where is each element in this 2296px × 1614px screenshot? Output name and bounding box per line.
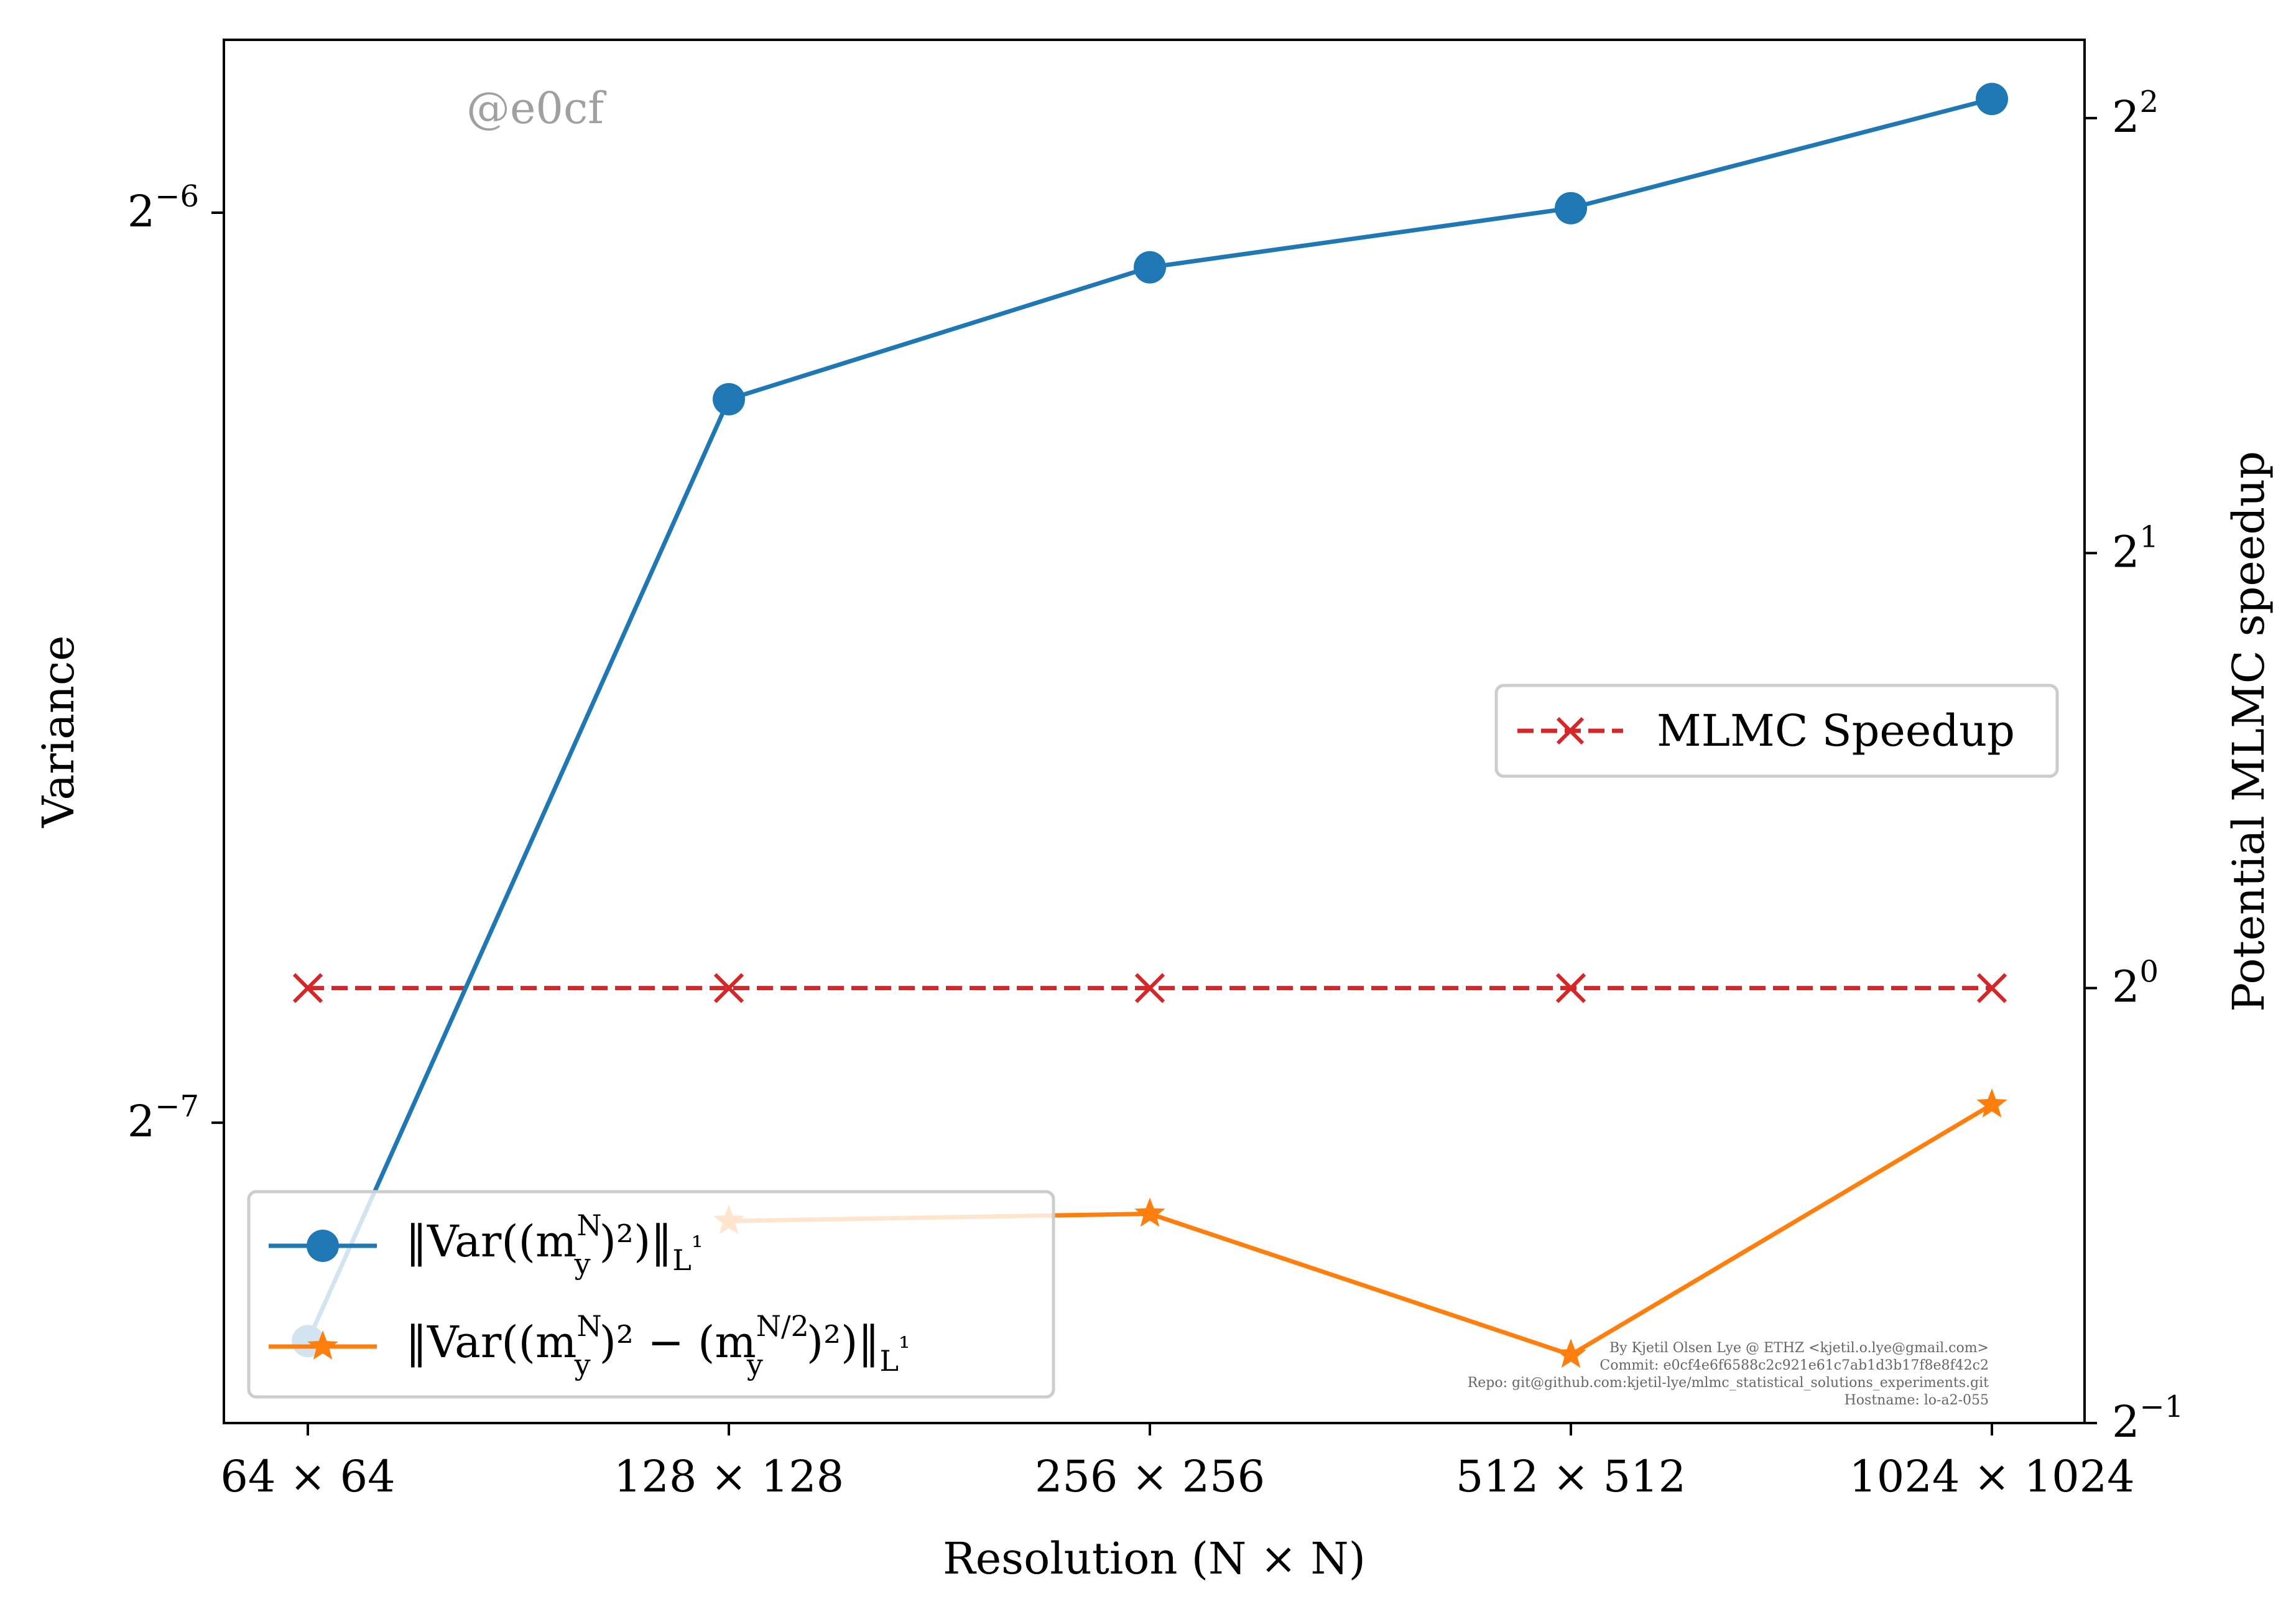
x-axis: 64 × 64 128 × 128 256 × 256 512 × 512 1024 ×… (220, 1423, 2135, 1502)
x-tick-label: 256 × 256 (1035, 1451, 1265, 1502)
x-tick-label: 512 × 512 (1456, 1451, 1686, 1502)
data-point (1555, 192, 1587, 225)
x-tick-label: 1024 × 1024 (1849, 1451, 2134, 1502)
credits-block: By Kjetil Olsen Lye @ ETHZ <kjetil.o.lye… (1468, 1340, 1989, 1408)
data-point (292, 973, 323, 1003)
data-point (1134, 1197, 1165, 1227)
data-point (1976, 973, 2007, 1003)
legend-speedup-label: MLMC Speedup (1657, 705, 2015, 756)
x-axis-label: Resolution (N × N) (943, 1533, 1366, 1584)
credits-line-2: Commit: e0cf4e6f6588c2c921e61c7ab1d3b17f… (1599, 1358, 1989, 1373)
credits-line-4: Hostname: lo-a2-055 (1845, 1393, 1989, 1408)
series-mlmc-speedup (292, 973, 2007, 1003)
y-left-tick-label: 2−6 (127, 179, 199, 237)
data-point (1976, 1088, 2007, 1118)
legend-diff-label: ‖Var((mN y)² − (mN/2 y)²)‖L¹ (405, 1309, 910, 1381)
credits-line-1: By Kjetil Olsen Lye @ ETHZ <kjetil.o.lye… (1609, 1340, 1989, 1356)
x-tick-label: 64 × 64 (220, 1451, 395, 1502)
data-point (1134, 251, 1166, 284)
data-point (1555, 1338, 1586, 1368)
data-point (1555, 973, 1586, 1003)
legend-speedup-marker (1556, 717, 1585, 745)
y-axis-left: 2−6 2−7 (127, 179, 224, 1147)
data-point (1976, 83, 2008, 116)
y-right-tick-label: 20 (2112, 955, 2159, 1013)
y-right-tick-label: 22 (2112, 85, 2159, 142)
credits-line-3: Repo: git@github.com:kjetil-lye/mlmc_sta… (1468, 1375, 1989, 1391)
y-right-tick-label: 21 (2112, 519, 2159, 577)
legend-speedup: MLMC Speedup (1494, 684, 2059, 778)
legend-variance-frame (247, 1190, 1055, 1399)
x-tick-label: 128 × 128 (614, 1451, 844, 1502)
watermark: @e0cf (466, 83, 607, 134)
y-right-axis-label: Potential MLMC speedup (2223, 451, 2274, 1012)
legend-variance: ‖Var((mN y)²)‖L¹ ‖Var((mN y)² − (mN/2 y)²)‖… (247, 1190, 1055, 1399)
y-left-axis-label: Variance (33, 635, 84, 828)
legend-var-marker (307, 1230, 339, 1262)
y-axis-right: 22 21 20 2−1 (2085, 85, 2183, 1447)
y-left-tick-label: 2−7 (127, 1089, 199, 1147)
data-point (713, 973, 744, 1003)
y-right-tick-label: 2−1 (2112, 1389, 2183, 1447)
legend-speedup-frame (1494, 684, 2059, 778)
data-point (1134, 973, 1165, 1003)
data-point (713, 383, 745, 415)
legend-diff-marker (307, 1330, 338, 1360)
legend-var-label: ‖Var((mN y)²)‖L¹ (405, 1208, 703, 1281)
